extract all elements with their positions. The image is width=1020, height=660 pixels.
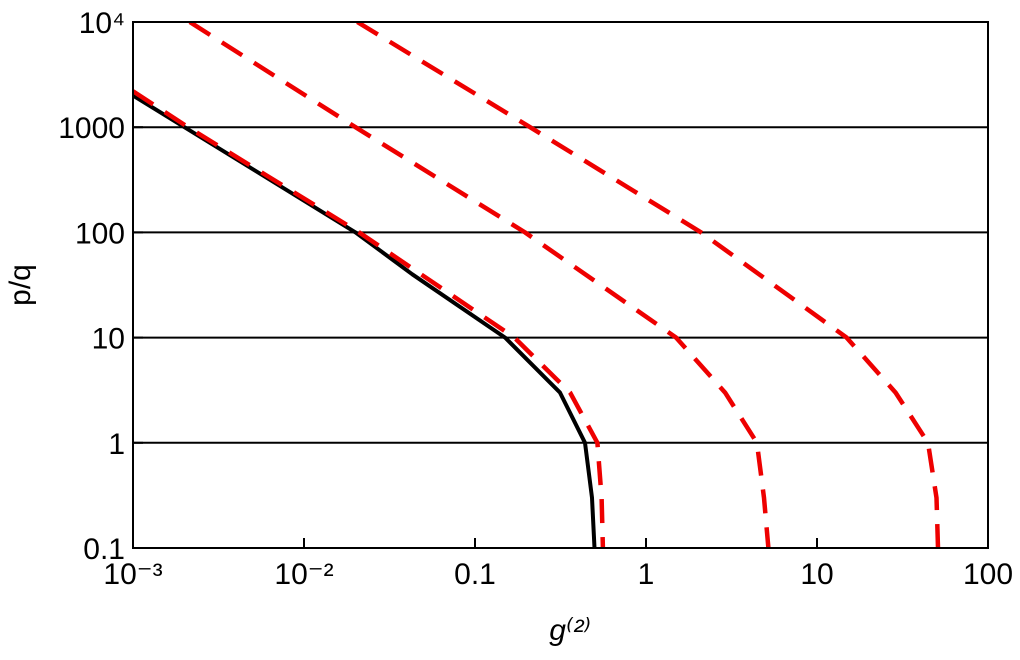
y-axis-label: p/q xyxy=(4,264,37,306)
x-tick-label: 1 xyxy=(638,558,655,591)
line-series xyxy=(356,22,941,548)
x-tick-label: 10⁻² xyxy=(274,558,333,591)
y-tick-label: 1000 xyxy=(58,112,125,145)
grid xyxy=(133,21,988,549)
y-tick-label: 0.1 xyxy=(83,533,125,566)
x-tick-label: 0.1 xyxy=(454,558,496,591)
line-series xyxy=(133,93,597,548)
x-tick-label: 10⁻³ xyxy=(103,558,162,591)
line-series xyxy=(133,89,606,548)
x-tick-label: 100 xyxy=(963,558,1013,591)
plot-area xyxy=(133,22,941,548)
y-tick-label: 100 xyxy=(75,217,125,250)
line-series xyxy=(188,22,771,548)
y-tick-label: 10⁴ xyxy=(79,7,125,40)
y-tick-label: 1 xyxy=(108,428,125,461)
plot-frame xyxy=(132,21,989,549)
x-tick-label: 10 xyxy=(800,558,833,591)
y-tick-label: 10 xyxy=(92,323,125,356)
x-axis-label: g⁽²⁾ xyxy=(549,614,590,647)
